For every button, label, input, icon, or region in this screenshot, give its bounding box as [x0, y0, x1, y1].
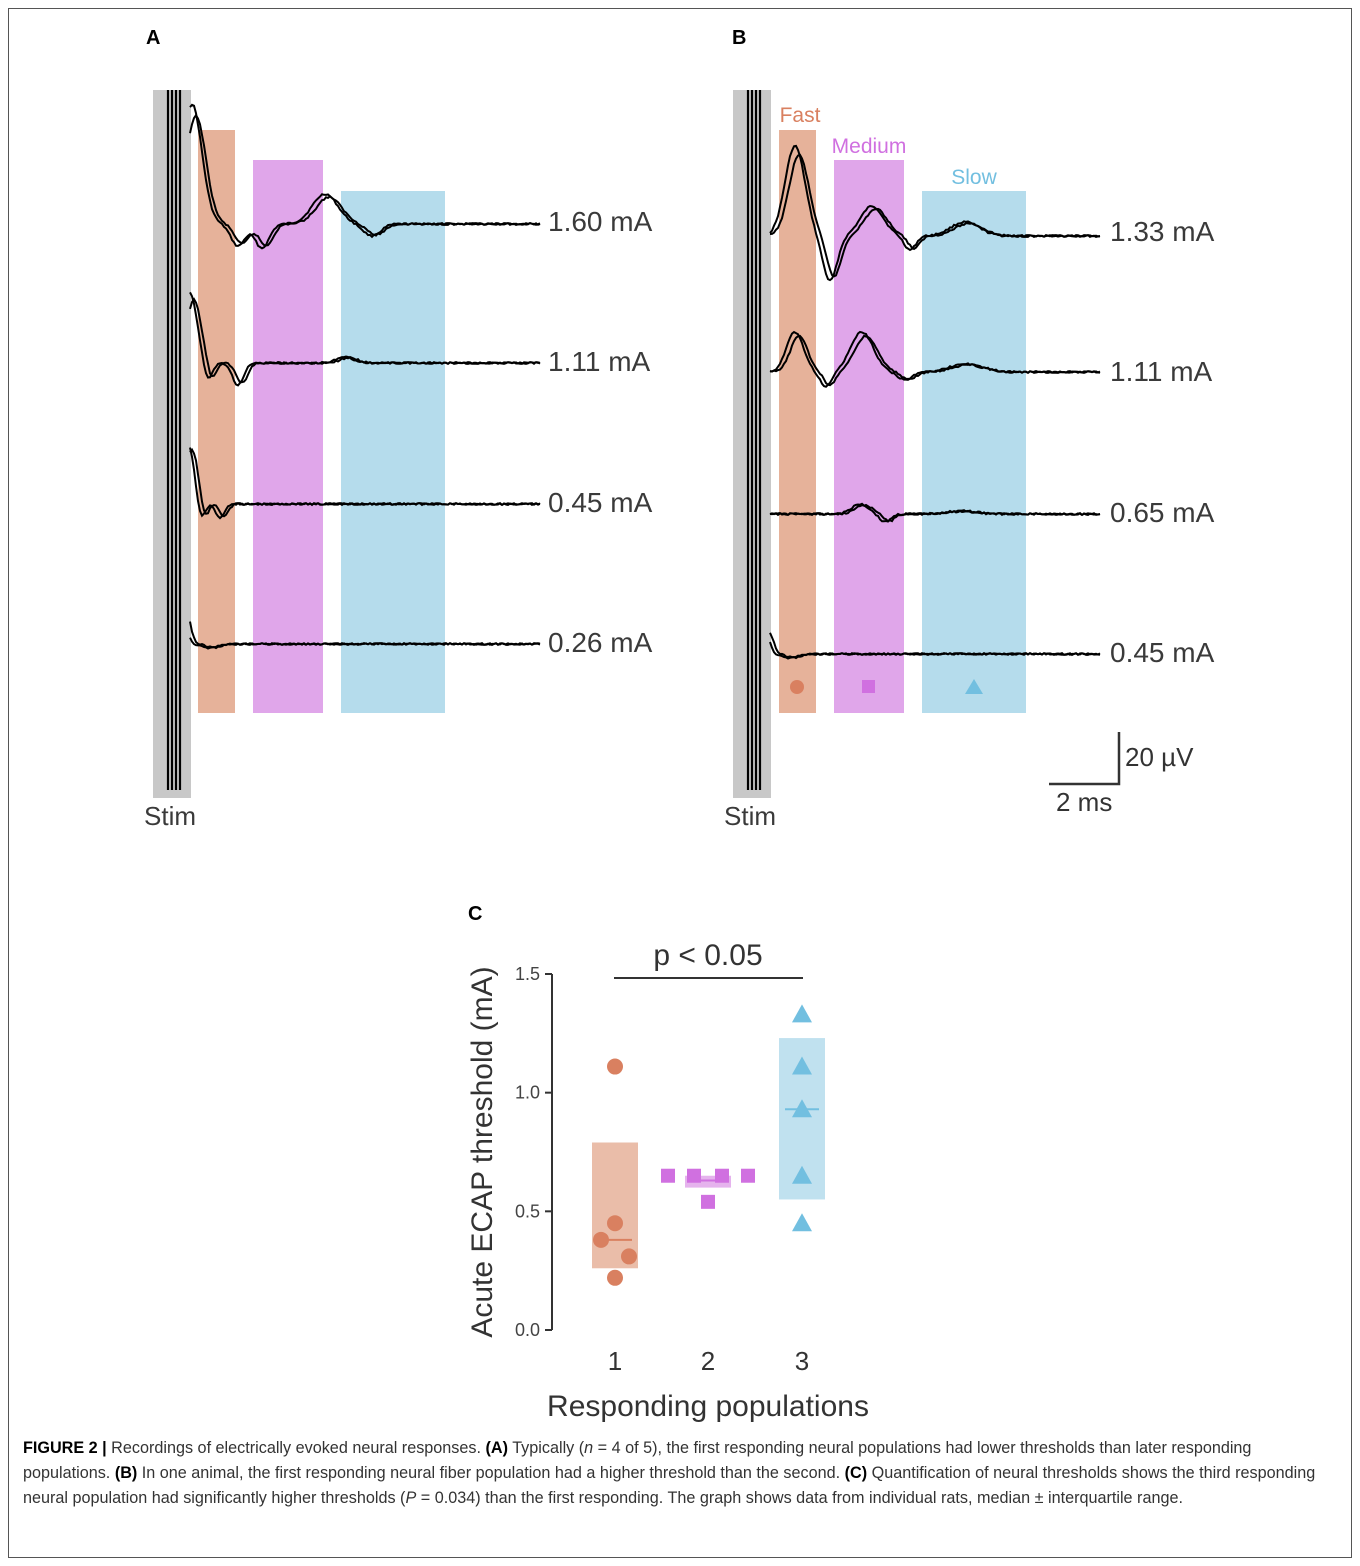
evoked-response-trace	[189, 621, 541, 650]
data-point	[593, 1231, 609, 1248]
panel-a-traces	[166, 90, 541, 790]
data-point	[607, 1058, 623, 1075]
figure-canvas: A 1.60 mA 1.11 mA 0.45 mA 0.26 mA Stim B…	[144, 27, 1215, 1423]
scale-bar	[1049, 732, 1121, 786]
data-point	[741, 1168, 755, 1183]
caption-c-text-1: Quantification of neural thresholds show…	[23, 1464, 1316, 1507]
y-tick-label: 1.0	[515, 1083, 540, 1103]
data-point	[792, 1165, 812, 1184]
caption-b-text: In one animal, the first responding neur…	[137, 1464, 845, 1482]
panel-a-medium-band	[253, 160, 323, 713]
scale-bar-horizontal-label: 2 ms	[1056, 787, 1112, 817]
panel-b-slow-band	[922, 191, 1026, 713]
data-point	[715, 1168, 729, 1183]
caption-figure-label: FIGURE 2 |	[23, 1439, 107, 1457]
panel-c: C 0.0 0.5 1.0 1.5 Acute ECAP threshold (mA) 1…	[466, 903, 869, 1423]
caption-intro: Recordings of electrically evoked neural…	[106, 1439, 486, 1457]
y-axis-title: Acute ECAP threshold (mA)	[466, 966, 499, 1337]
medium-band-label: Medium	[832, 135, 907, 158]
caption-c-text-2: = 0.034) than the first responding. The …	[416, 1489, 1183, 1507]
panel-b-fast-band	[779, 130, 816, 713]
evoked-response-trace	[769, 632, 1101, 660]
caption-c-label: (C)	[844, 1464, 868, 1482]
slow-marker-triangle	[965, 679, 983, 694]
panel-b-amp-2: 1.11 mA	[1110, 356, 1213, 387]
panel-a-slow-band	[341, 191, 445, 713]
caption-c-p: P	[405, 1489, 417, 1507]
threshold-chart: 0.0 0.5 1.0 1.5 Acute ECAP threshold (mA) 1 2 3…	[466, 939, 869, 1423]
figure-caption: FIGURE 2 | Recordings of electrically ev…	[23, 1436, 1323, 1511]
caption-a-n: n	[584, 1439, 594, 1457]
x-tick-label: 3	[795, 1346, 809, 1376]
panel-a: A 1.60 mA 1.11 mA 0.45 mA 0.26 mA Stim	[144, 27, 653, 831]
panel-a-amp-1: 1.60 mA	[548, 206, 653, 237]
iqr-box	[685, 1175, 731, 1188]
evoked-response-trace	[769, 503, 1101, 523]
panel-a-stim-label: Stim	[144, 801, 196, 831]
data-point	[607, 1215, 623, 1232]
caption-b-label: (B)	[114, 1464, 138, 1482]
y-tick-label: 1.5	[515, 964, 540, 984]
data-point	[621, 1248, 637, 1265]
data-point	[792, 1004, 812, 1023]
evoked-response-trace	[769, 153, 1101, 278]
x-tick-label: 1	[608, 1346, 622, 1376]
x-axis-title: Responding populations	[547, 1390, 869, 1423]
caption-a-text-2: = 4 of 5), the first responding neural p…	[23, 1439, 1252, 1482]
data-point	[607, 1269, 623, 1286]
data-point	[792, 1056, 812, 1075]
medium-marker-square	[862, 680, 875, 693]
evoked-response-trace	[189, 297, 541, 384]
panel-b-amp-3: 0.65 mA	[1110, 497, 1215, 528]
panel-b-traces	[746, 90, 1101, 790]
slow-band-label: Slow	[951, 166, 997, 189]
panel-b: B Fast Medium Slow 1.33 mA 1.11 mA 0.65 …	[724, 27, 1215, 831]
panel-b-amp-1: 1.33 mA	[1110, 216, 1215, 247]
fast-band-label: Fast	[780, 104, 821, 127]
data-point	[661, 1168, 675, 1183]
panel-b-medium-band	[834, 160, 904, 713]
evoked-response-trace	[189, 113, 541, 247]
panel-b-letter: B	[732, 27, 746, 49]
caption-a-label: (A)	[485, 1439, 508, 1457]
figure-frame	[8, 8, 1352, 1558]
data-point	[687, 1168, 701, 1183]
panel-a-amp-4: 0.26 mA	[548, 627, 653, 658]
scale-bar-vertical-label: 20 µV	[1125, 742, 1194, 772]
panel-a-amp-2: 1.11 mA	[548, 346, 651, 377]
data-point	[701, 1194, 715, 1209]
x-tick-label: 2	[701, 1346, 715, 1376]
data-point	[792, 1099, 812, 1118]
panel-a-amp-3: 0.45 mA	[548, 487, 653, 518]
evoked-response-trace	[189, 447, 541, 518]
evoked-response-trace	[769, 334, 1101, 387]
panel-b-stim-label: Stim	[724, 801, 776, 831]
significance-label: p < 0.05	[653, 939, 762, 972]
caption-a-text-1: Typically (	[507, 1439, 585, 1457]
data-point	[792, 1213, 812, 1232]
fast-marker-circle	[790, 680, 804, 694]
panel-b-amp-4: 0.45 mA	[1110, 637, 1215, 668]
panel-c-letter: C	[468, 903, 482, 925]
y-tick-label: 0.0	[515, 1320, 540, 1340]
panel-a-letter: A	[146, 27, 160, 49]
y-tick-label: 0.5	[515, 1201, 540, 1221]
